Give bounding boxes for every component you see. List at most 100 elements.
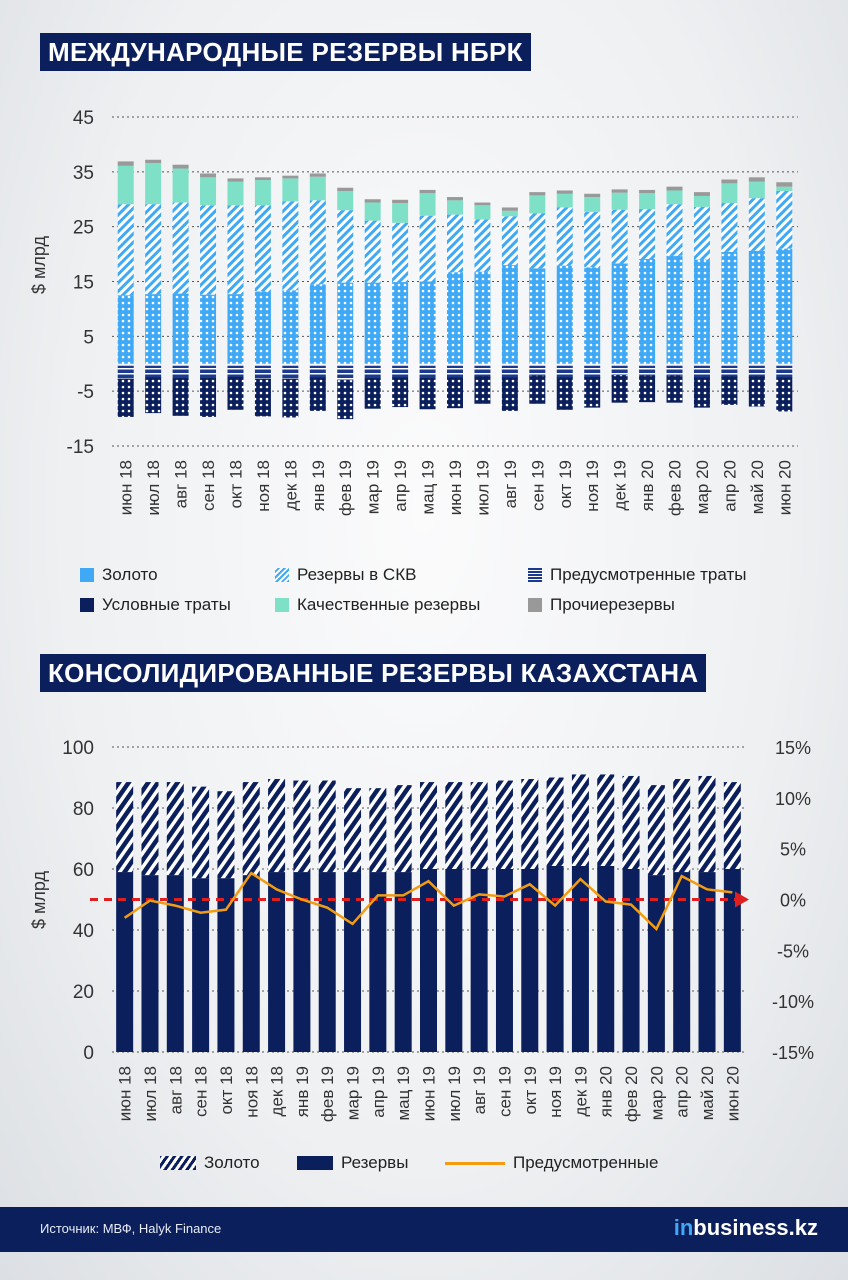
top-bar-Предусмотренные траты [337, 365, 354, 383]
top-bar-Условные траты [145, 377, 162, 414]
top-bar-Качественные резервы [282, 178, 299, 202]
top-bar-Условные траты [309, 377, 326, 411]
top-x-tick: ноя 18 [254, 460, 273, 512]
bottom-bar-reserves [445, 869, 463, 1052]
source-text: Источник: МВФ, Halyk Finance [40, 1221, 222, 1236]
top-bar-Предусмотренные траты [282, 365, 299, 381]
top-bar-Золото [529, 268, 546, 364]
legend2-line-swatch [445, 1161, 505, 1165]
bottom-x-tick: янв 19 [293, 1066, 312, 1117]
legend-skv: Резервы в СКВ [275, 565, 416, 585]
top-bar-Условные траты [721, 376, 738, 405]
top-bar-Предусмотренные траты [447, 365, 463, 380]
bottom-bar-gold [495, 780, 513, 869]
bottom-bar-gold [647, 785, 665, 876]
legend-other-label: Прочиерезервы [550, 595, 675, 614]
legend2-reserves-label: Резервы [341, 1153, 409, 1172]
top-bar-Резервы в СКВ [282, 201, 299, 291]
bottom-bar-reserves [420, 869, 437, 1052]
top-bar-Резервы в СКВ [584, 211, 601, 268]
top-bar-Качественные резервы [392, 203, 409, 223]
bottom-y2-tick: -10% [772, 992, 814, 1012]
top-bar-Предусмотренные траты [172, 365, 189, 381]
top-bar-Прочиерезервы [556, 190, 573, 194]
top-bar-Резервы в СКВ [392, 222, 409, 283]
bottom-bar-gold [698, 775, 716, 873]
bottom-bar-gold [420, 782, 437, 869]
bottom-x-tick: ноя 18 [242, 1066, 261, 1118]
top-bar-Качественные резервы [529, 195, 546, 214]
bottom-bar-reserves [571, 865, 589, 1052]
legend-other: Прочиерезервы [528, 595, 675, 615]
top-x-tick: янв 19 [309, 460, 328, 511]
top-bar-Качественные резервы [419, 193, 436, 216]
top-bar-Прочиерезервы [337, 187, 354, 192]
bottom-x-tick: фев 20 [622, 1066, 641, 1122]
top-bar-Условные траты [172, 378, 189, 416]
top-bar-Предусмотренные траты [227, 365, 244, 379]
top-bar-Резервы в СКВ [200, 205, 217, 295]
top-bar-Прочиерезервы [447, 197, 463, 201]
top-bar-Предусмотренные траты [666, 365, 683, 378]
bottom-bar-reserves [242, 875, 260, 1052]
top-bar-Золото [392, 282, 409, 364]
top-bar-Резервы в СКВ [776, 191, 793, 249]
top-bar-Золото [117, 295, 134, 364]
top-bar-Предусмотренные траты [721, 365, 738, 379]
legend2-gold-swatch [160, 1156, 196, 1170]
bottom-y-tick: 60 [73, 860, 94, 881]
logo-rest: business.kz [693, 1215, 818, 1240]
top-y-tick: 25 [73, 218, 94, 239]
legend-predus: Предусмотренные траты [528, 565, 746, 585]
bottom-y-tick: 100 [62, 738, 94, 759]
top-bar-Качественные резервы [172, 168, 189, 203]
top-bar-Условные траты [584, 376, 601, 408]
top-bar-Качественные резервы [776, 186, 793, 192]
bottom-x-tick: май 20 [698, 1066, 717, 1120]
top-y-tick: 35 [73, 163, 94, 184]
top-bar-Резервы в СКВ [611, 209, 628, 264]
legend-uslov: Условные траты [80, 595, 231, 615]
top-bar-Прочиерезервы [693, 192, 710, 196]
top-bar-Резервы в СКВ [227, 205, 244, 295]
bottom-bar-gold [445, 782, 463, 869]
bottom-x-tick: апр 20 [673, 1066, 692, 1118]
top-bar-Предусмотренные траты [474, 365, 491, 379]
top-x-tick: янв 20 [638, 460, 657, 511]
bottom-x-tick: июл 18 [141, 1066, 160, 1121]
top-bar-Прочиерезервы [474, 202, 491, 206]
top-bar-Качественные резервы [145, 163, 162, 205]
top-bar-Золото [309, 284, 326, 364]
legend-skv-swatch [275, 568, 289, 582]
bottom-bar-gold [622, 775, 640, 869]
bottom-y-tick: 20 [73, 982, 94, 1003]
bottom-bar-gold [597, 774, 615, 866]
top-bar-Качественные резервы [611, 192, 628, 210]
bottom-y2-tick: 10% [775, 789, 811, 809]
top-y-tick: -15 [67, 437, 94, 458]
bottom-bar-gold [723, 782, 741, 869]
top-x-tick: июн 20 [775, 460, 794, 515]
top-bar-Прочиерезервы [584, 193, 601, 198]
top-bar-Качественные резервы [639, 193, 656, 210]
top-bar-Золото [364, 282, 381, 364]
site-logo[interactable]: inbusiness.kz [674, 1215, 818, 1241]
bottom-x-tick: июн 20 [723, 1066, 742, 1121]
bottom-x-tick: авг 18 [166, 1066, 185, 1114]
top-bar-Качественные резервы [200, 177, 217, 206]
bottom-y-tick: 40 [73, 921, 94, 942]
bottom-bar-reserves [344, 872, 362, 1052]
bottom-bar-reserves [546, 865, 564, 1052]
top-bar-Условные траты [639, 375, 656, 403]
top-x-tick: авг 18 [172, 460, 191, 508]
top-bar-Предусмотренные траты [254, 365, 271, 381]
top-bar-Качественные резервы [447, 200, 463, 215]
top-bar-Золото [419, 281, 436, 364]
top-bar-Условные траты [474, 376, 491, 404]
top-bar-Предусмотренные траты [419, 365, 436, 381]
top-bar-Качественные резервы [501, 210, 518, 217]
top-bar-Золото [584, 267, 601, 364]
bottom-bar-reserves [318, 872, 336, 1052]
top-bar-Золото [639, 259, 656, 364]
top-bar-Прочиерезервы [309, 173, 326, 177]
